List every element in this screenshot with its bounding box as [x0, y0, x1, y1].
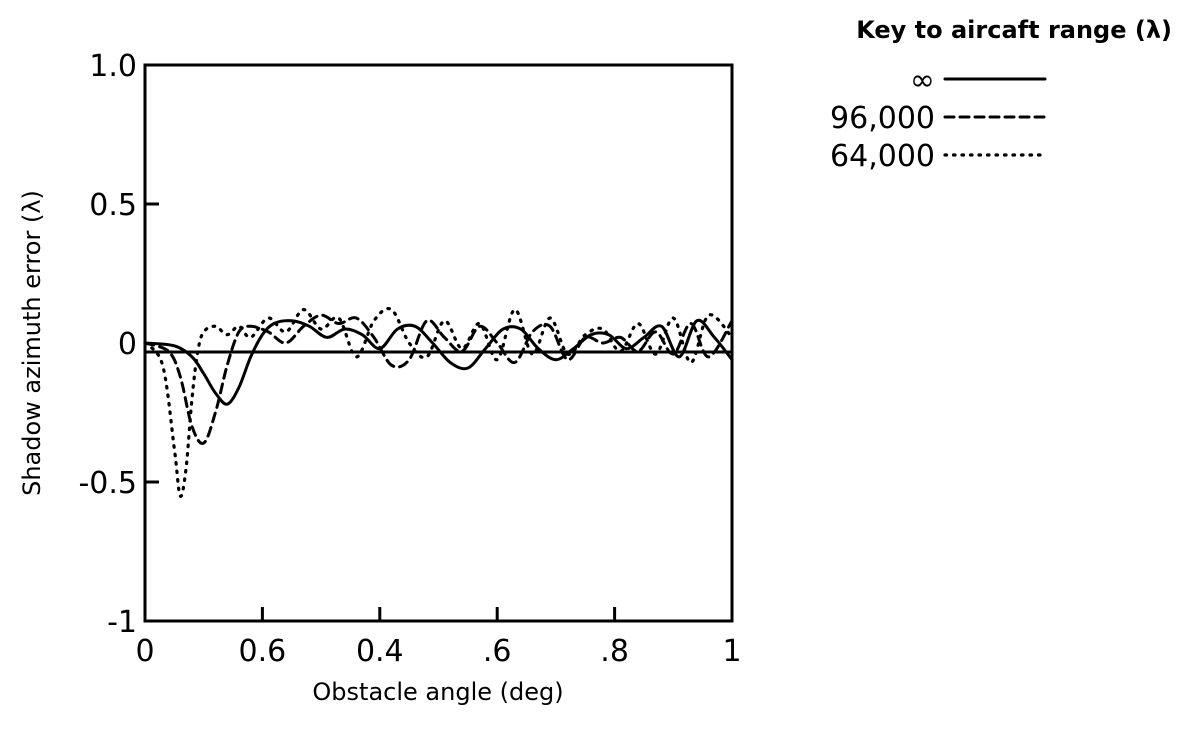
legend-label: 96,000 [830, 101, 935, 136]
series-line-dashed [143, 313, 734, 445]
y-tick-label: -1 [107, 605, 137, 640]
y-tick-label: 0.5 [89, 188, 137, 223]
plot-area: 0 0.6 0.4 .6 .8 1 1.0 0.5 0 -0.5 -1 [78, 49, 741, 669]
legend-title: Key to aircaft range (λ) [856, 16, 1172, 44]
y-tick-label: -0.5 [78, 466, 137, 501]
series-line-dotted [143, 307, 734, 498]
x-tick-label: 0.4 [356, 634, 404, 669]
legend-label: ∞ [910, 63, 935, 98]
series-group [143, 307, 734, 498]
x-tick-label: 0 [135, 634, 154, 669]
series-line-solid [143, 318, 734, 406]
y-axis-ticks: 1.0 0.5 0 -0.5 -1 [78, 49, 159, 640]
x-axis-title: Obstacle angle (deg) [312, 678, 563, 706]
x-tick-label: 1 [722, 634, 741, 669]
x-tick-label: .6 [483, 634, 512, 669]
y-axis-title: Shadow azimuth error (λ) [18, 190, 46, 496]
x-axis-ticks: 0 0.6 0.4 .6 .8 1 [135, 607, 742, 669]
x-tick-label: .8 [600, 634, 629, 669]
y-tick-label: 0 [118, 327, 137, 362]
x-tick-label: 0.6 [239, 634, 287, 669]
y-tick-label: 1.0 [89, 49, 137, 84]
legend-label: 64,000 [830, 139, 935, 174]
